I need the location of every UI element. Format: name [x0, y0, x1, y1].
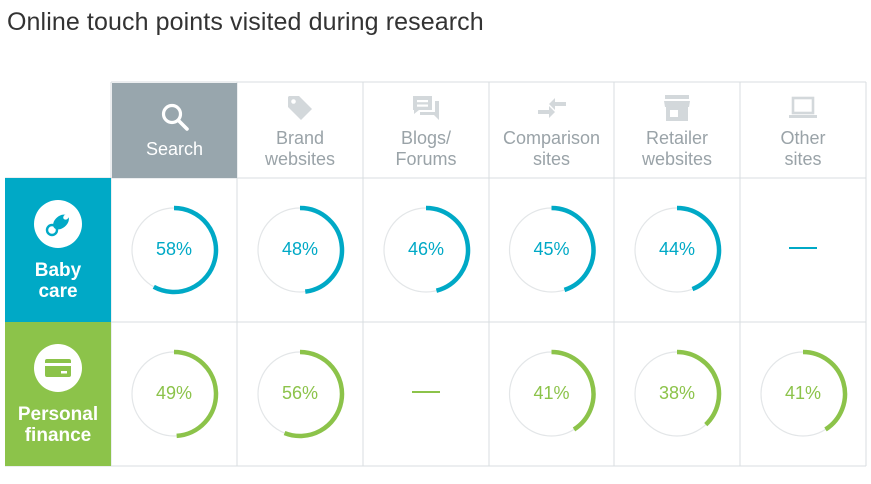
chat-bubbles-icon-wrap [410, 92, 442, 124]
ring-arc-comparison [551, 205, 596, 293]
column-label-line: Comparison [502, 128, 601, 148]
laptop-icon-wrap [787, 92, 819, 124]
row-label: Personal finance [5, 404, 111, 446]
credit-card-icon-wrap [42, 352, 74, 384]
column-label-line: Search [145, 139, 204, 159]
row-label-line: care [38, 281, 78, 302]
ring-arc-retailer [676, 349, 722, 427]
column-label-line: Other [780, 128, 826, 148]
row-label-line: Personal [17, 404, 99, 425]
column-label-line: Retailer [645, 128, 709, 148]
row-header-personal-finance: Personal finance [5, 322, 111, 466]
no-data-dash [789, 247, 817, 249]
column-header-other: Other sites [740, 82, 866, 178]
column-header-blogs: Blogs/Forums [363, 82, 489, 178]
tag-icon-wrap [284, 92, 316, 124]
column-label: Brand websites [237, 128, 363, 170]
ring-arc-other [802, 349, 848, 432]
column-label: Other sites [740, 128, 866, 170]
ring-arc-comparison [551, 349, 596, 432]
row-label: Baby care [5, 260, 111, 302]
store-icon-wrap [661, 92, 693, 124]
ring-arc-search [173, 349, 219, 439]
column-label-line: Blogs/ [400, 128, 452, 148]
column-label-line: sites [532, 149, 570, 169]
tag-icon [288, 96, 312, 120]
column-label: Search [112, 139, 237, 160]
value-label: 49% [155, 383, 193, 403]
search-icon-wrap [159, 101, 191, 133]
column-header-comparison: Comparison sites [489, 82, 614, 178]
credit-card-icon [45, 359, 71, 377]
value-label: 45% [533, 239, 570, 259]
value-label: 41% [533, 383, 570, 403]
value-label: 58% [155, 239, 193, 259]
column-label-line: websites [264, 149, 336, 169]
value-label: 46% [407, 239, 445, 259]
column-label-line: websites [641, 149, 713, 169]
column-header-retailer: Retailer websites [614, 82, 740, 178]
store-icon [664, 95, 690, 121]
row-header-baby-care: Baby care [5, 178, 111, 322]
ring-arc-brand [283, 349, 345, 439]
ring-arc-search [152, 205, 219, 295]
chart-title: Online touch points visited during resea… [7, 8, 484, 36]
no-data-dash [412, 391, 440, 393]
value-label: 44% [658, 239, 696, 259]
value-label: 56% [281, 383, 319, 403]
row-label-line: Baby [34, 260, 82, 281]
value-label: 48% [281, 239, 319, 259]
column-label-line: Forums [395, 149, 457, 169]
column-label-line: sites [784, 149, 822, 169]
chat-bubbles-icon [413, 96, 439, 120]
value-label: 41% [784, 383, 822, 403]
column-label-line: Brand [275, 128, 325, 148]
compare-arrows-icon [537, 98, 566, 118]
row-icon-badge [34, 344, 82, 392]
row-label-line: finance [24, 425, 92, 446]
column-header-search: Search [112, 83, 237, 178]
row-icon-badge [34, 200, 82, 248]
column-header-brand: Brand websites [237, 82, 363, 178]
compare-arrows-icon-wrap [536, 92, 568, 124]
column-label: Retailer websites [614, 128, 740, 170]
value-label: 38% [658, 383, 696, 403]
search-icon [161, 103, 189, 131]
column-label: Blogs/Forums [363, 128, 489, 170]
pacifier-icon-wrap [42, 208, 74, 240]
laptop-icon [789, 96, 817, 118]
pacifier-icon [45, 214, 69, 237]
ring-arc-blogs [425, 205, 471, 293]
ring-arc-retailer [676, 205, 722, 292]
ring-arc-brand [299, 205, 345, 294]
column-label: Comparison sites [489, 128, 614, 170]
